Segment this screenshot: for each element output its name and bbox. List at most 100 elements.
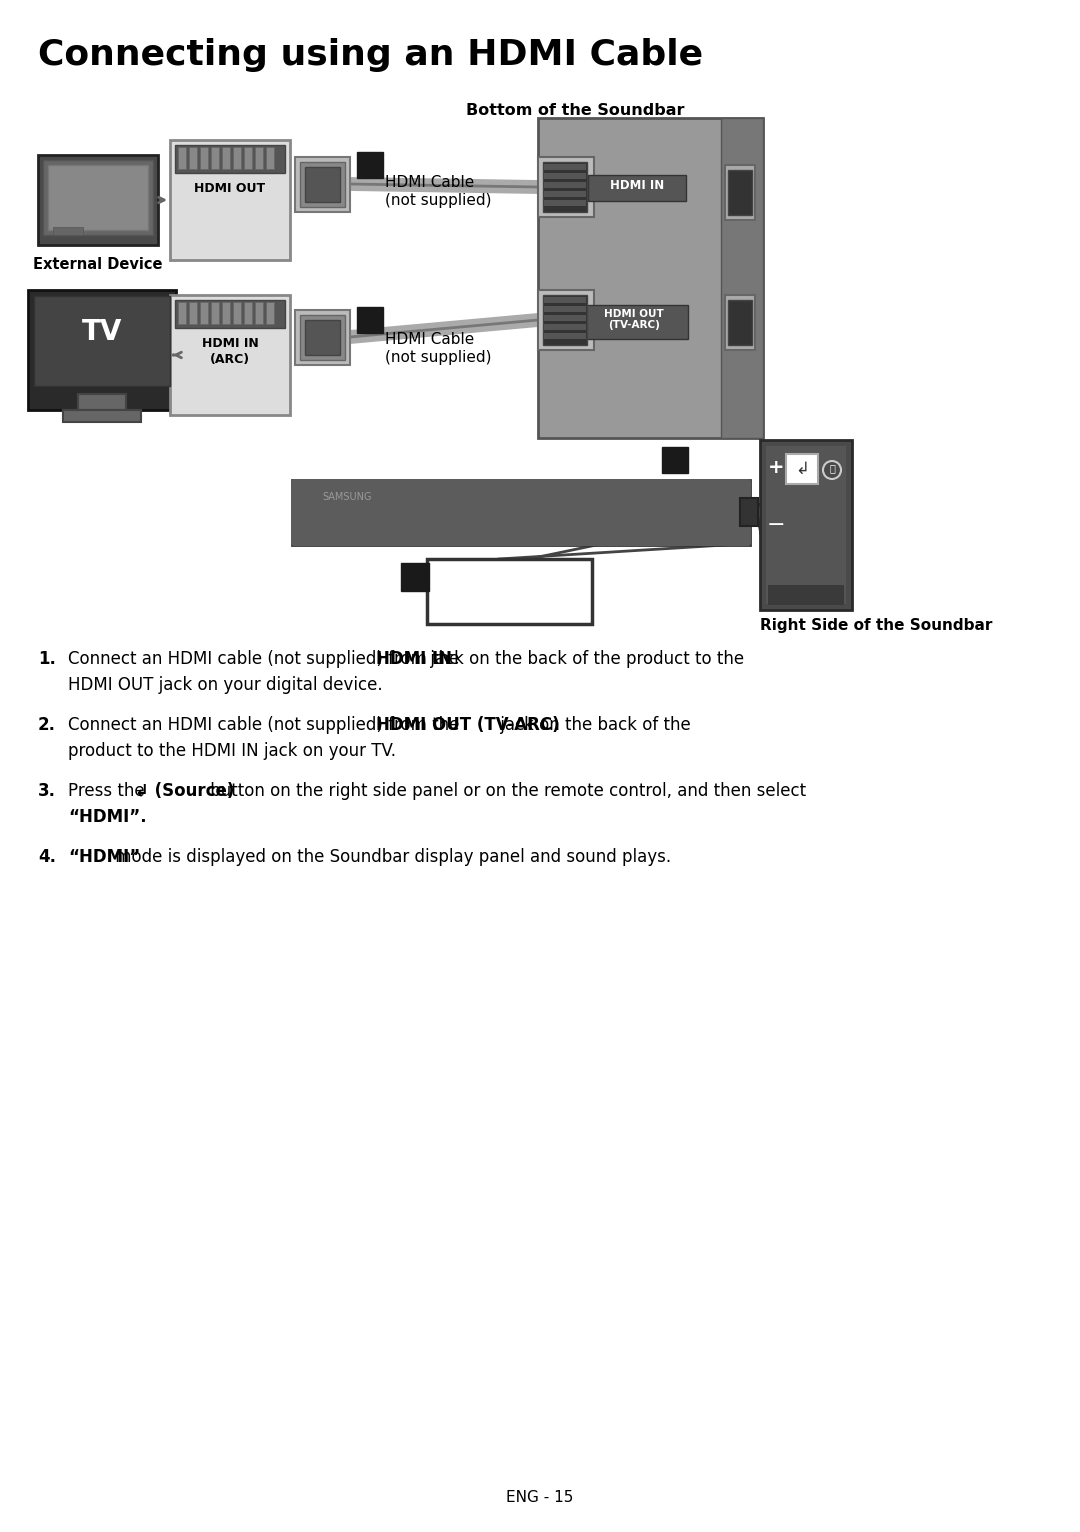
Bar <box>211 147 219 169</box>
Bar <box>760 440 852 610</box>
Bar <box>200 147 208 169</box>
Text: jack on the back of the product to the: jack on the back of the product to the <box>426 650 744 668</box>
Text: 4: 4 <box>408 568 421 587</box>
Text: (not supplied): (not supplied) <box>384 193 491 208</box>
Bar <box>33 296 170 386</box>
Text: HDMI IN: HDMI IN <box>376 650 453 668</box>
Bar <box>175 146 285 173</box>
Bar <box>211 302 219 323</box>
Bar <box>544 297 586 303</box>
Bar <box>295 309 350 365</box>
Text: HDMI Cable: HDMI Cable <box>384 332 474 348</box>
Text: mode is displayed on the Soundbar display panel and sound plays.: mode is displayed on the Soundbar displa… <box>110 849 671 866</box>
Text: HDMI: HDMI <box>458 573 559 605</box>
Bar <box>544 164 586 170</box>
Bar <box>544 182 586 188</box>
Text: Connecting using an HDMI Cable: Connecting using an HDMI Cable <box>38 38 703 72</box>
Bar <box>544 173 586 179</box>
Bar <box>255 147 264 169</box>
Bar <box>305 167 340 202</box>
Text: product to the HDMI IN jack on your TV.: product to the HDMI IN jack on your TV. <box>68 741 396 760</box>
Bar <box>538 118 762 438</box>
Text: +: + <box>768 458 784 476</box>
Bar <box>266 302 274 323</box>
Bar <box>233 147 241 169</box>
Bar <box>28 290 176 411</box>
Bar <box>300 162 345 207</box>
Bar <box>295 156 350 211</box>
Bar <box>300 316 345 360</box>
Text: HDMI OUT: HDMI OUT <box>194 182 266 195</box>
Text: HDMI IN: HDMI IN <box>202 337 258 349</box>
Text: (ARC): (ARC) <box>210 352 251 366</box>
Bar <box>189 302 197 323</box>
Text: 2: 2 <box>364 311 376 329</box>
Bar <box>53 227 83 234</box>
Text: HDMI IN: HDMI IN <box>610 179 664 192</box>
Circle shape <box>823 461 841 480</box>
Bar <box>725 165 755 221</box>
Bar <box>200 302 208 323</box>
Bar <box>175 300 285 328</box>
Bar <box>662 447 688 473</box>
Bar <box>544 323 586 329</box>
Text: External Device: External Device <box>33 257 163 273</box>
Text: (not supplied): (not supplied) <box>384 349 491 365</box>
Bar <box>544 316 586 322</box>
Bar <box>244 302 252 323</box>
Bar <box>543 162 588 211</box>
Text: HDMI OUT: HDMI OUT <box>604 309 664 319</box>
Bar <box>538 156 594 218</box>
Bar <box>427 559 592 624</box>
Text: “HDMI”.: “HDMI”. <box>68 807 147 826</box>
Bar <box>580 305 688 339</box>
Bar <box>178 147 186 169</box>
Text: ENG - 15: ENG - 15 <box>507 1491 573 1506</box>
Bar <box>588 175 686 201</box>
Bar <box>728 170 752 214</box>
Bar <box>63 411 141 421</box>
Text: 1.: 1. <box>38 650 56 668</box>
Text: −: − <box>767 515 785 535</box>
Bar <box>266 147 274 169</box>
Text: button on the right side panel or on the remote control, and then select: button on the right side panel or on the… <box>205 781 806 800</box>
Text: Connect an HDMI cable (not supplied) from the: Connect an HDMI cable (not supplied) fro… <box>68 715 464 734</box>
Text: Connect an HDMI cable (not supplied) from the: Connect an HDMI cable (not supplied) fro… <box>68 650 464 668</box>
Bar <box>170 139 291 260</box>
Bar <box>357 306 383 332</box>
Bar <box>222 302 230 323</box>
Bar <box>233 302 241 323</box>
Bar <box>255 302 264 323</box>
Bar <box>401 562 429 591</box>
Text: Press the: Press the <box>68 781 150 800</box>
Text: (TV-ARC): (TV-ARC) <box>608 320 660 329</box>
Bar <box>222 147 230 169</box>
Text: 3: 3 <box>669 450 681 469</box>
Text: Right Side of the Soundbar: Right Side of the Soundbar <box>760 617 993 633</box>
Bar <box>178 302 186 323</box>
Text: 3.: 3. <box>38 781 56 800</box>
Text: 2.: 2. <box>38 715 56 734</box>
Bar <box>544 201 586 205</box>
Text: jack on the back of the: jack on the back of the <box>496 715 691 734</box>
Text: 1: 1 <box>364 156 376 175</box>
Bar <box>544 306 586 313</box>
Bar <box>292 480 750 545</box>
Bar <box>768 585 843 605</box>
Text: HDMI OUT (TV-ARC): HDMI OUT (TV-ARC) <box>376 715 559 734</box>
Text: HDMI Cable: HDMI Cable <box>384 175 474 190</box>
Bar <box>786 453 818 484</box>
Bar <box>538 290 594 349</box>
Bar <box>78 394 126 411</box>
Bar <box>43 159 153 234</box>
Bar <box>38 155 158 245</box>
Bar <box>305 320 340 355</box>
Text: HDMI OUT jack on your digital device.: HDMI OUT jack on your digital device. <box>68 676 382 694</box>
Bar <box>725 296 755 349</box>
Bar <box>543 296 588 345</box>
Bar <box>244 147 252 169</box>
Bar <box>544 192 586 198</box>
Text: SAMSUNG: SAMSUNG <box>322 492 372 502</box>
Bar <box>357 152 383 178</box>
Text: ⏻: ⏻ <box>829 463 835 473</box>
